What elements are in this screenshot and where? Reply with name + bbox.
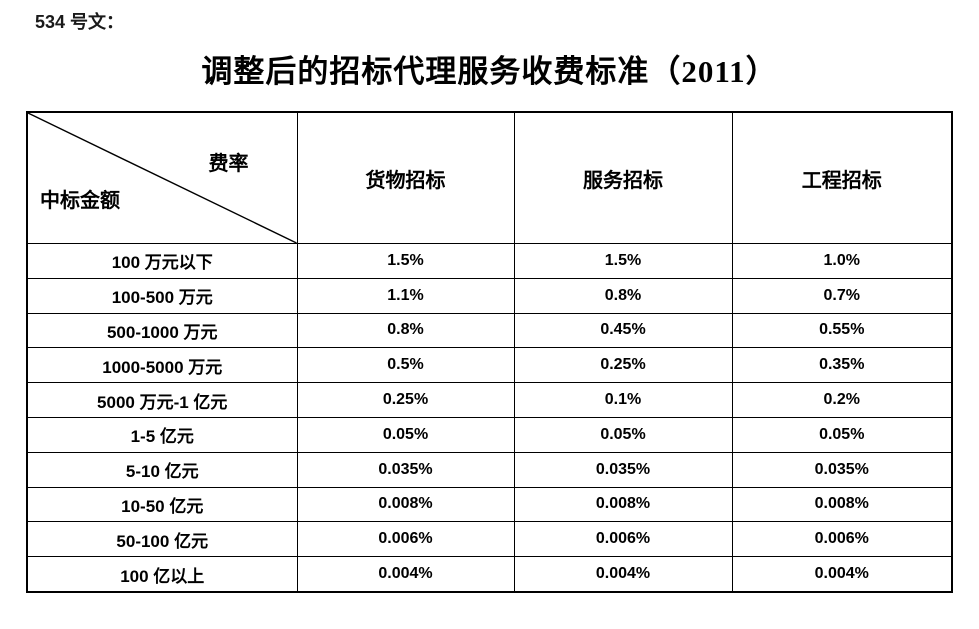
- rate-cell: 0.25%: [513, 347, 733, 384]
- rate-cell: 0.006%: [513, 521, 733, 558]
- rate-cell: 0.008%: [513, 486, 733, 523]
- rate-cell: 0.035%: [296, 451, 515, 488]
- rate-cell: 0.8%: [513, 277, 733, 314]
- rate-cell: 0.05%: [731, 416, 953, 453]
- rate-cell: 0.05%: [513, 416, 733, 453]
- row-label: 100 亿以上: [26, 556, 298, 593]
- rate-cell: 0.035%: [731, 451, 953, 488]
- rate-cell: 0.45%: [513, 312, 733, 349]
- table-row: 100 万元以下 1.5% 1.5% 1.0%: [26, 243, 953, 279]
- doc-reference: 534 号文：: [35, 12, 125, 32]
- column-header-service-bidding: 服务招标: [513, 111, 733, 244]
- rate-cell: 0.7%: [731, 277, 953, 314]
- row-label: 10-50 亿元: [26, 486, 298, 523]
- rate-cell: 0.004%: [296, 556, 515, 593]
- row-label: 500-1000 万元: [26, 312, 298, 349]
- row-label: 5-10 亿元: [26, 451, 298, 488]
- rate-cell: 0.004%: [731, 556, 953, 593]
- diagonal-divider-line: [28, 113, 297, 243]
- rate-cell: 0.006%: [731, 521, 953, 558]
- rate-cell: 0.8%: [296, 312, 515, 349]
- table-row: 10-50 亿元 0.008% 0.008% 0.008%: [26, 486, 953, 523]
- column-header-engineering-bidding: 工程招标: [731, 111, 953, 244]
- rate-cell: 0.5%: [296, 347, 515, 384]
- rate-cell: 0.035%: [513, 451, 733, 488]
- rate-cell: 0.35%: [731, 347, 953, 384]
- rate-cell: 1.0%: [731, 243, 953, 279]
- table-row: 100 亿以上 0.004% 0.004% 0.004%: [26, 556, 953, 593]
- rate-cell: 0.008%: [296, 486, 515, 523]
- rate-cell: 1.5%: [513, 243, 733, 279]
- table-row: 5000 万元-1 亿元 0.25% 0.1% 0.2%: [26, 382, 953, 418]
- table-row: 5-10 亿元 0.035% 0.035% 0.035%: [26, 451, 953, 488]
- row-label: 1000-5000 万元: [26, 347, 298, 384]
- column-header-goods-bidding: 货物招标: [296, 111, 515, 244]
- rate-cell: 1.1%: [296, 277, 515, 314]
- table-row: 500-1000 万元 0.8% 0.45% 0.55%: [26, 312, 953, 349]
- rate-cell: 0.25%: [296, 382, 515, 418]
- rate-cell: 0.008%: [731, 486, 953, 523]
- rate-cell: 0.1%: [513, 382, 733, 418]
- table-row: 50-100 亿元 0.006% 0.006% 0.006%: [26, 521, 953, 558]
- corner-label-bid-amount: 中标金额: [40, 190, 120, 212]
- row-label: 1-5 亿元: [26, 416, 298, 453]
- table-header-row: 费率 中标金额 货物招标 服务招标 工程招标: [26, 111, 953, 244]
- page-title: 调整后的招标代理服务收费标准（2011）: [201, 54, 778, 89]
- rate-cell: 0.006%: [296, 521, 515, 558]
- row-label: 5000 万元-1 亿元: [26, 382, 298, 418]
- rate-cell: 0.2%: [731, 382, 953, 418]
- rate-cell: 0.55%: [731, 312, 953, 349]
- rate-cell: 0.05%: [296, 416, 515, 453]
- row-label: 100-500 万元: [26, 277, 298, 314]
- rate-cell: 1.5%: [296, 243, 515, 279]
- row-label: 50-100 亿元: [26, 521, 298, 558]
- fee-rate-table: 费率 中标金额 货物招标 服务招标 工程招标 100 万元以下 1.5% 1.5…: [26, 111, 953, 593]
- rate-cell: 0.004%: [513, 556, 733, 593]
- row-label: 100 万元以下: [26, 243, 298, 279]
- corner-label-rate: 费率: [208, 153, 249, 175]
- table-row: 1-5 亿元 0.05% 0.05% 0.05%: [26, 416, 953, 453]
- table-row: 100-500 万元 1.1% 0.8% 0.7%: [26, 277, 953, 314]
- corner-header-cell: 费率 中标金额: [26, 111, 298, 244]
- table-row: 1000-5000 万元 0.5% 0.25% 0.35%: [26, 347, 953, 384]
